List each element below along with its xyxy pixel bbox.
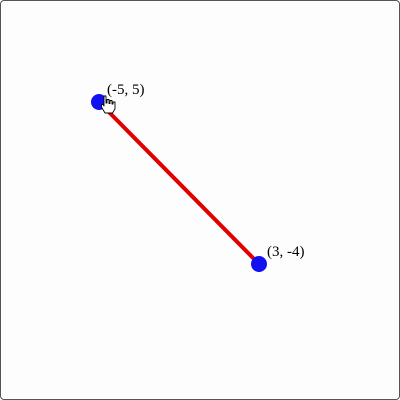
segment-line[interactable] <box>97 100 261 266</box>
hand-pointer-icon <box>101 95 116 114</box>
point-b-label: (3, -4) <box>267 244 305 260</box>
point-a-label: (-5, 5) <box>107 82 145 98</box>
point-b[interactable] <box>251 256 267 272</box>
